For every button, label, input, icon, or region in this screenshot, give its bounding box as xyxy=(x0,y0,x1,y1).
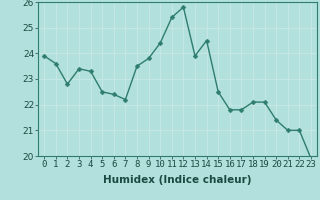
X-axis label: Humidex (Indice chaleur): Humidex (Indice chaleur) xyxy=(103,175,252,185)
